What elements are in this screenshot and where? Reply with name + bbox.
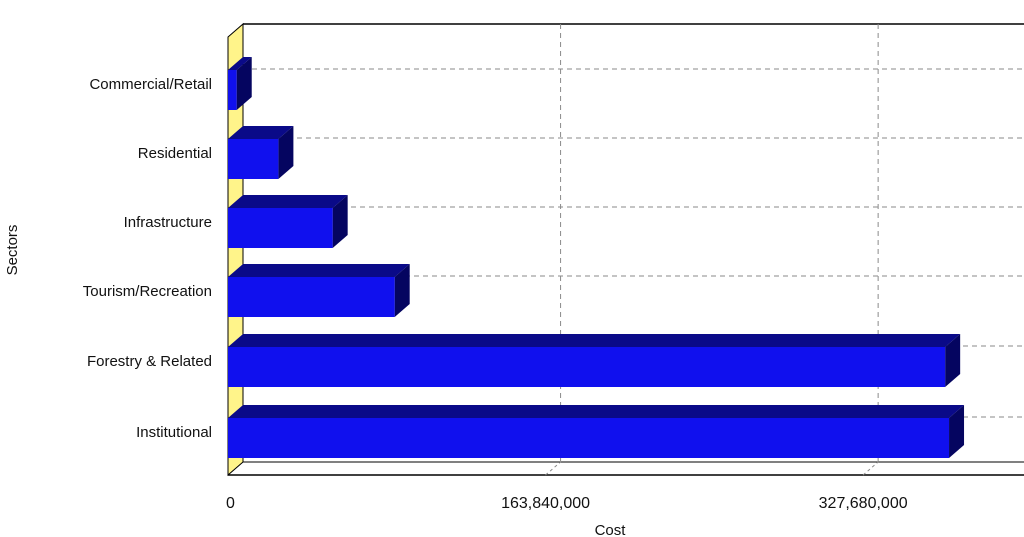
category-label: Residential	[138, 145, 212, 162]
bar-front-face	[228, 208, 333, 248]
bar-side-face	[278, 126, 294, 179]
bar-top-face	[228, 57, 252, 70]
bar-side-face	[949, 405, 965, 458]
bar-front-face	[228, 277, 395, 317]
category-label: Tourism/Recreation	[83, 283, 212, 300]
bar-front-face	[228, 347, 946, 387]
bar-top-face	[228, 195, 348, 208]
x-tick-labels: 0 163,840,000 327,680,000	[226, 495, 908, 512]
bar-front-face	[228, 139, 279, 179]
y-axis-title: Sectors	[4, 225, 21, 276]
bar-top-face	[228, 334, 961, 347]
bar	[228, 334, 961, 387]
category-label: Commercial/Retail	[89, 76, 212, 93]
gridline-floor	[862, 461, 879, 476]
bar-side-face	[236, 57, 252, 110]
category-labels: Commercial/Retail Residential Infrastructu…	[83, 76, 212, 441]
bar-front-face	[228, 70, 237, 110]
bar-side-face	[945, 334, 961, 387]
bar	[228, 195, 348, 248]
bar-front-face	[228, 418, 950, 458]
bar-top-face	[228, 405, 965, 418]
bar	[228, 264, 410, 317]
bar-top-face	[228, 264, 410, 277]
x-tick-label: 0	[226, 495, 235, 512]
bar-top-face	[228, 126, 294, 139]
bar	[228, 126, 294, 179]
bars	[228, 57, 965, 458]
bar	[228, 57, 252, 110]
x-axis-title: Cost	[595, 522, 627, 537]
x-tick-label: 163,840,000	[501, 495, 590, 512]
category-label: Infrastructure	[124, 214, 212, 231]
x-tick-label: 327,680,000	[819, 495, 908, 512]
category-label: Forestry & Related	[87, 353, 212, 370]
bar	[228, 405, 965, 458]
category-label: Institutional	[136, 424, 212, 441]
bar-side-face	[332, 195, 348, 248]
gridline-floor	[545, 461, 561, 476]
bar-side-face	[394, 264, 410, 317]
